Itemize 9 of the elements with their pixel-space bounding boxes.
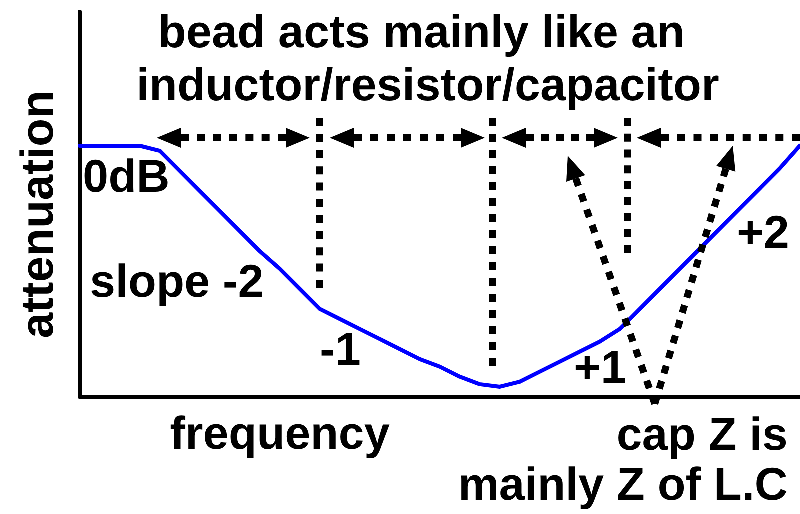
text: cap Z is mainly Z of L.C bbox=[458, 408, 788, 510]
annotation: +1 bbox=[574, 341, 626, 393]
annotation: 0dB bbox=[83, 150, 170, 202]
annotation: slope -2 bbox=[90, 255, 264, 307]
y-axis-title: attenuation bbox=[11, 90, 63, 338]
x-axis-title: frequency bbox=[170, 406, 390, 459]
annotation: -1 bbox=[320, 323, 361, 375]
annotation: +2 bbox=[737, 206, 790, 258]
chart-title: bead acts mainly like an inductor/resistor/capacitor bbox=[136, 6, 720, 110]
